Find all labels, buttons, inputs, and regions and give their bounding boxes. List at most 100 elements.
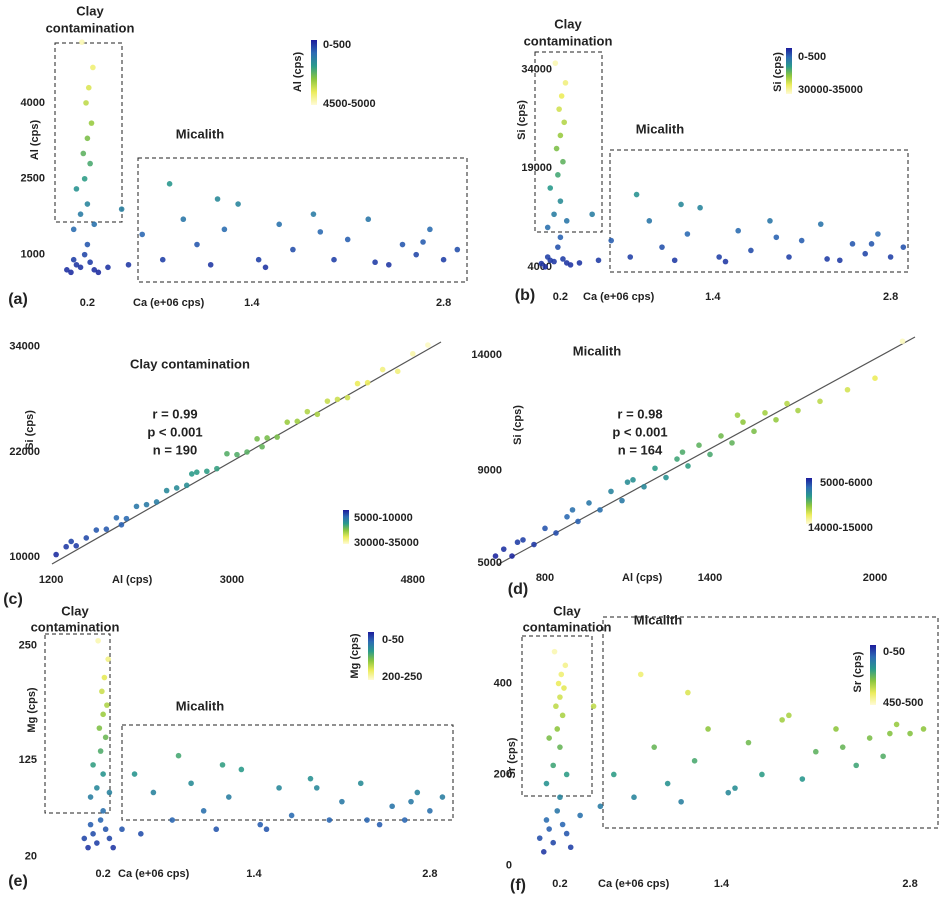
data-point <box>97 748 104 754</box>
y-tick-label: 400 <box>494 677 512 689</box>
x-tick-label: 0.2 <box>80 297 95 309</box>
data-point <box>559 712 566 719</box>
data-point <box>786 712 792 719</box>
data-point <box>364 379 371 386</box>
data-point <box>597 803 604 810</box>
x-tick-label: 4800 <box>401 574 425 586</box>
data-point <box>427 226 433 233</box>
data-point <box>562 80 569 86</box>
colorbar <box>806 478 812 524</box>
data-point <box>454 246 461 253</box>
data-point <box>597 507 603 513</box>
data-point <box>561 685 567 691</box>
data-point <box>674 456 680 462</box>
annotation: r = 0.98 <box>617 406 662 421</box>
region-box <box>54 42 123 223</box>
annotation: contamination <box>46 20 135 35</box>
data-point <box>331 256 337 263</box>
data-point <box>100 711 106 718</box>
data-point <box>410 350 416 357</box>
data-point <box>552 60 559 66</box>
data-point <box>339 798 345 805</box>
data-point <box>520 537 526 543</box>
y-tick-label: 125 <box>19 754 37 766</box>
data-point <box>88 120 95 126</box>
data-point <box>538 260 545 267</box>
region-box <box>521 635 593 797</box>
data-point <box>734 412 741 418</box>
data-point <box>103 526 110 532</box>
data-point <box>716 254 722 260</box>
data-point <box>106 835 113 842</box>
data-point <box>188 471 195 477</box>
data-point <box>97 817 104 823</box>
data-point <box>180 216 187 223</box>
data-point <box>849 241 856 247</box>
data-point <box>125 261 132 268</box>
data-point <box>334 396 341 403</box>
data-point <box>90 762 96 768</box>
x-axis-label: Ca (e+06 cps) <box>598 878 670 890</box>
data-point <box>555 172 561 178</box>
data-point <box>551 648 558 655</box>
data-point <box>90 64 96 71</box>
data-point <box>546 735 552 741</box>
data-point <box>94 840 100 846</box>
data-point <box>100 808 106 814</box>
data-point <box>133 503 140 510</box>
data-point <box>817 398 823 405</box>
data-point <box>608 237 614 244</box>
colorbar-title: Al (cps) <box>292 51 304 92</box>
data-point <box>556 106 562 112</box>
data-point <box>274 434 280 440</box>
data-point <box>102 734 109 741</box>
data-point <box>773 234 780 241</box>
region-box <box>137 157 468 283</box>
data-point <box>257 821 264 828</box>
data-point <box>555 244 561 250</box>
data-point <box>439 794 446 800</box>
data-point <box>200 808 207 814</box>
annotation: r = 0.99 <box>152 406 197 421</box>
data-point <box>740 419 746 425</box>
data-point <box>551 211 557 218</box>
annotation: contamination <box>524 33 613 48</box>
y-tick-label: 9000 <box>478 465 502 477</box>
annotation: Micalith <box>636 121 684 136</box>
annotation: p < 0.001 <box>612 424 667 439</box>
data-point <box>81 251 88 258</box>
annotation: contamination <box>523 619 612 634</box>
region-box <box>121 724 454 821</box>
colorbar-title: Mg (cps) <box>349 633 361 679</box>
x-tick-label: 0.2 <box>95 868 110 880</box>
data-point <box>550 762 556 769</box>
data-point <box>77 211 84 217</box>
data-point <box>104 702 110 708</box>
data-point <box>641 483 647 490</box>
region-box <box>609 149 909 273</box>
data-point <box>93 527 100 533</box>
annotation: Clay <box>76 3 104 18</box>
colorbar <box>311 40 317 105</box>
y-tick-label: 250 <box>19 639 37 651</box>
data-point <box>631 794 637 801</box>
annotation: Clay contamination <box>130 356 250 371</box>
data-point <box>376 821 383 828</box>
data-point <box>678 201 684 208</box>
data-point <box>255 256 262 263</box>
data-point <box>907 730 913 737</box>
data-point <box>824 256 830 262</box>
panel: 1000 2500 4000 0.2 1.4 2.8 Ca (e+06 cps) Al (cp… <box>8 3 468 309</box>
data-point <box>663 474 669 481</box>
data-point <box>399 241 406 248</box>
annotation: Micalith <box>634 612 682 627</box>
data-point <box>767 218 773 224</box>
data-point <box>868 241 875 247</box>
data-point <box>590 703 597 710</box>
data-point <box>224 450 230 457</box>
data-point <box>611 771 617 778</box>
data-point <box>214 196 221 202</box>
data-point <box>899 338 906 345</box>
data-point <box>837 257 843 264</box>
data-point <box>110 844 116 851</box>
